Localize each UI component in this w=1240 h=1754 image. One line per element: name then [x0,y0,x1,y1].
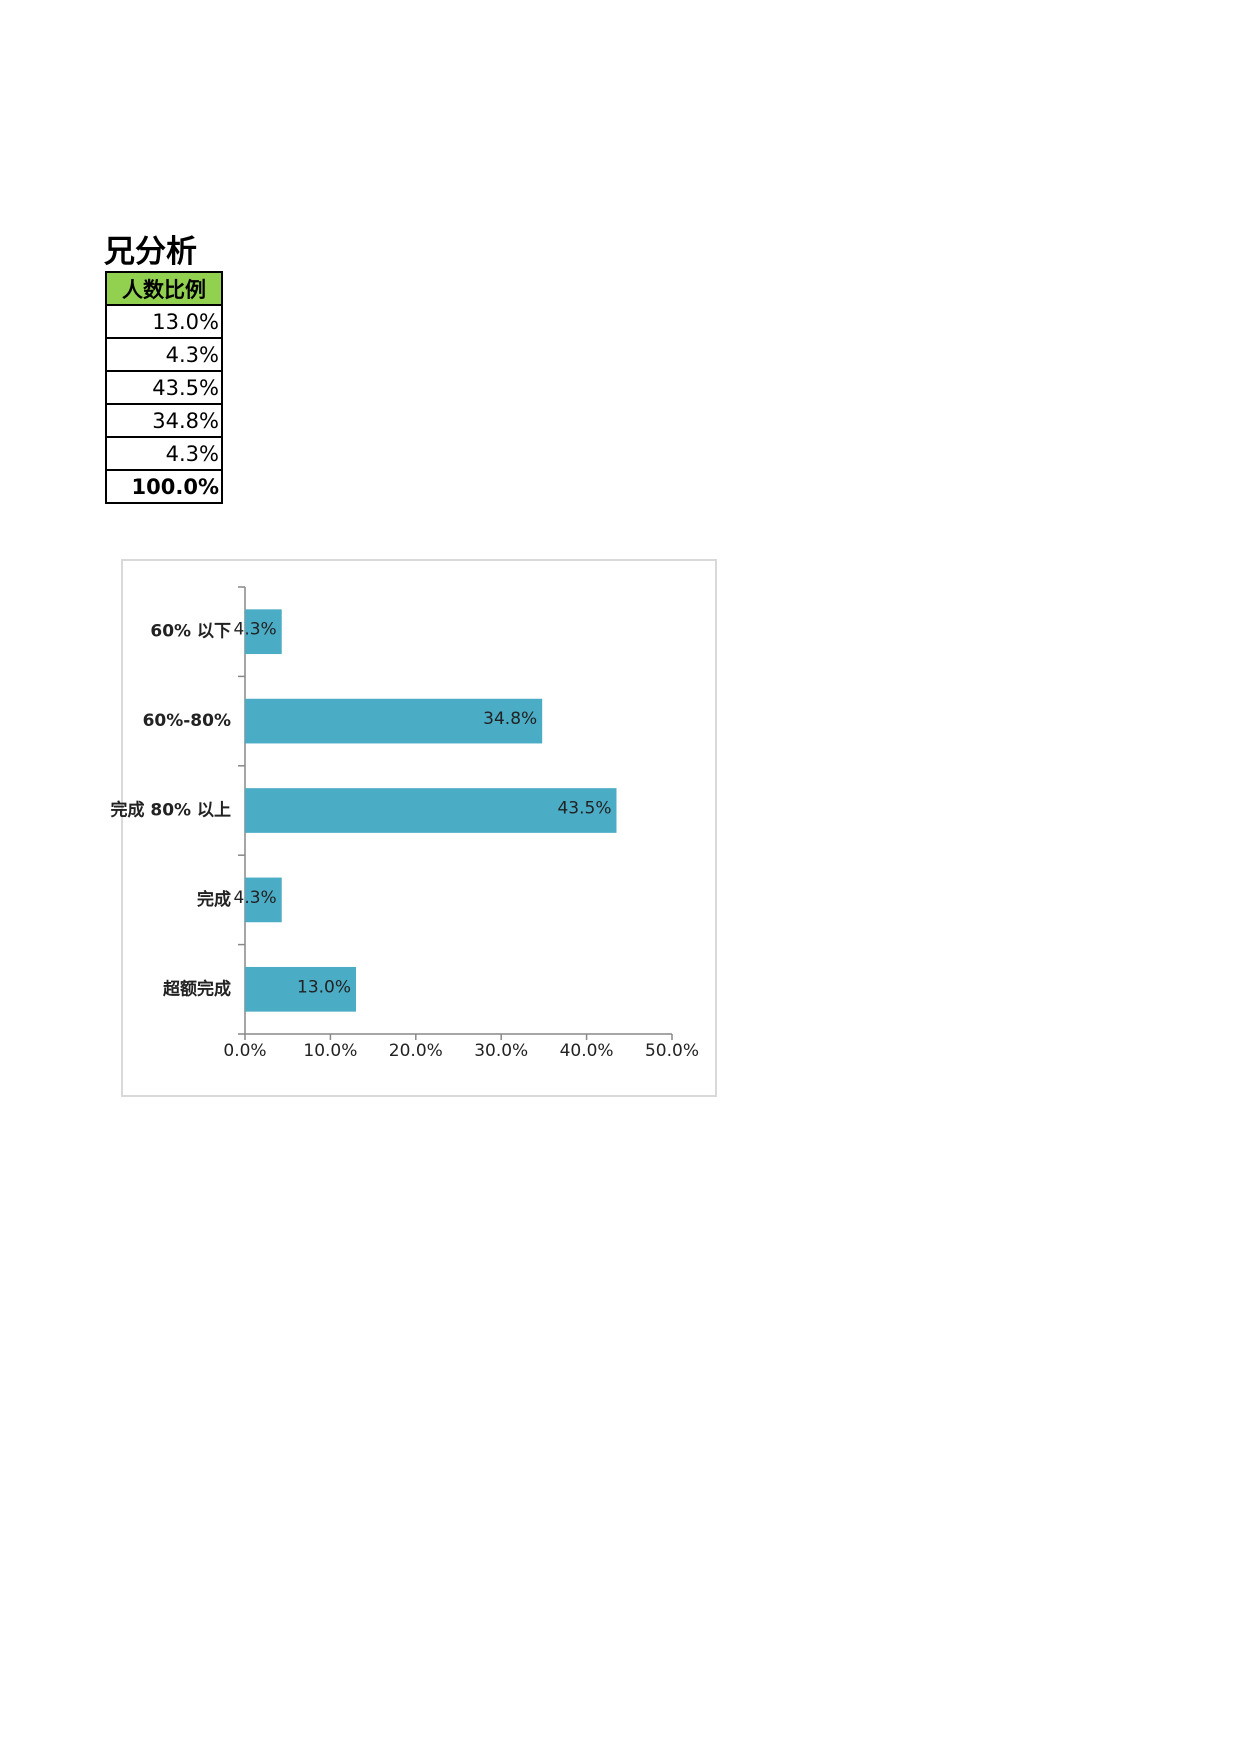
y-tick-label: 60% 以下 [150,622,231,642]
y-tick-label: 完成 [197,889,231,910]
table-row: 34.8% [105,403,223,438]
x-tick-label: 30.0% [474,1041,528,1061]
bar [245,609,282,655]
table-cell: 4.3% [105,436,223,471]
bar [245,698,543,744]
y-tick-label: 60%-80% [143,711,231,731]
x-tick-label: 0.0% [223,1041,266,1061]
data-label: 4.3% [234,888,277,908]
y-tick-label: 超额完成 [163,978,231,999]
x-tick-label: 10.0% [303,1041,357,1061]
table-body: 人数比例 13.0% 4.3% 43.5% 34.8% 4.3% 100.0% [105,271,223,504]
data-label: 43.5% [557,799,611,819]
x-tick-label: 40.0% [560,1041,614,1061]
table-row: 43.5% [105,370,223,405]
summary-table: 人数比例 13.0% 4.3% 43.5% 34.8% 4.3% 100.0% [105,271,223,504]
table-cell: 43.5% [105,370,223,405]
table-header: 人数比例 [105,271,223,306]
table-row: 4.3% [105,337,223,372]
table-cell: 100.0% [105,469,223,504]
table-row: 13.0% [105,304,223,339]
bar [245,966,357,1012]
x-tick-label: 20.0% [389,1041,443,1061]
table-row: 100.0% [105,469,223,504]
page-title: 兄分析 [104,234,197,270]
table-header-row: 人数比例 [105,271,223,306]
data-label: 4.3% [234,620,277,640]
y-tick-label: 完成 80% 以上 [110,800,231,821]
table-cell: 4.3% [105,337,223,372]
table-cell: 34.8% [105,403,223,438]
table-row: 4.3% [105,436,223,471]
data-label: 13.0% [297,977,351,997]
bar [245,788,617,833]
table-cell: 13.0% [105,304,223,339]
x-tick-label: 50.0% [645,1041,699,1061]
bar [245,877,282,923]
data-label: 34.8% [483,709,537,729]
